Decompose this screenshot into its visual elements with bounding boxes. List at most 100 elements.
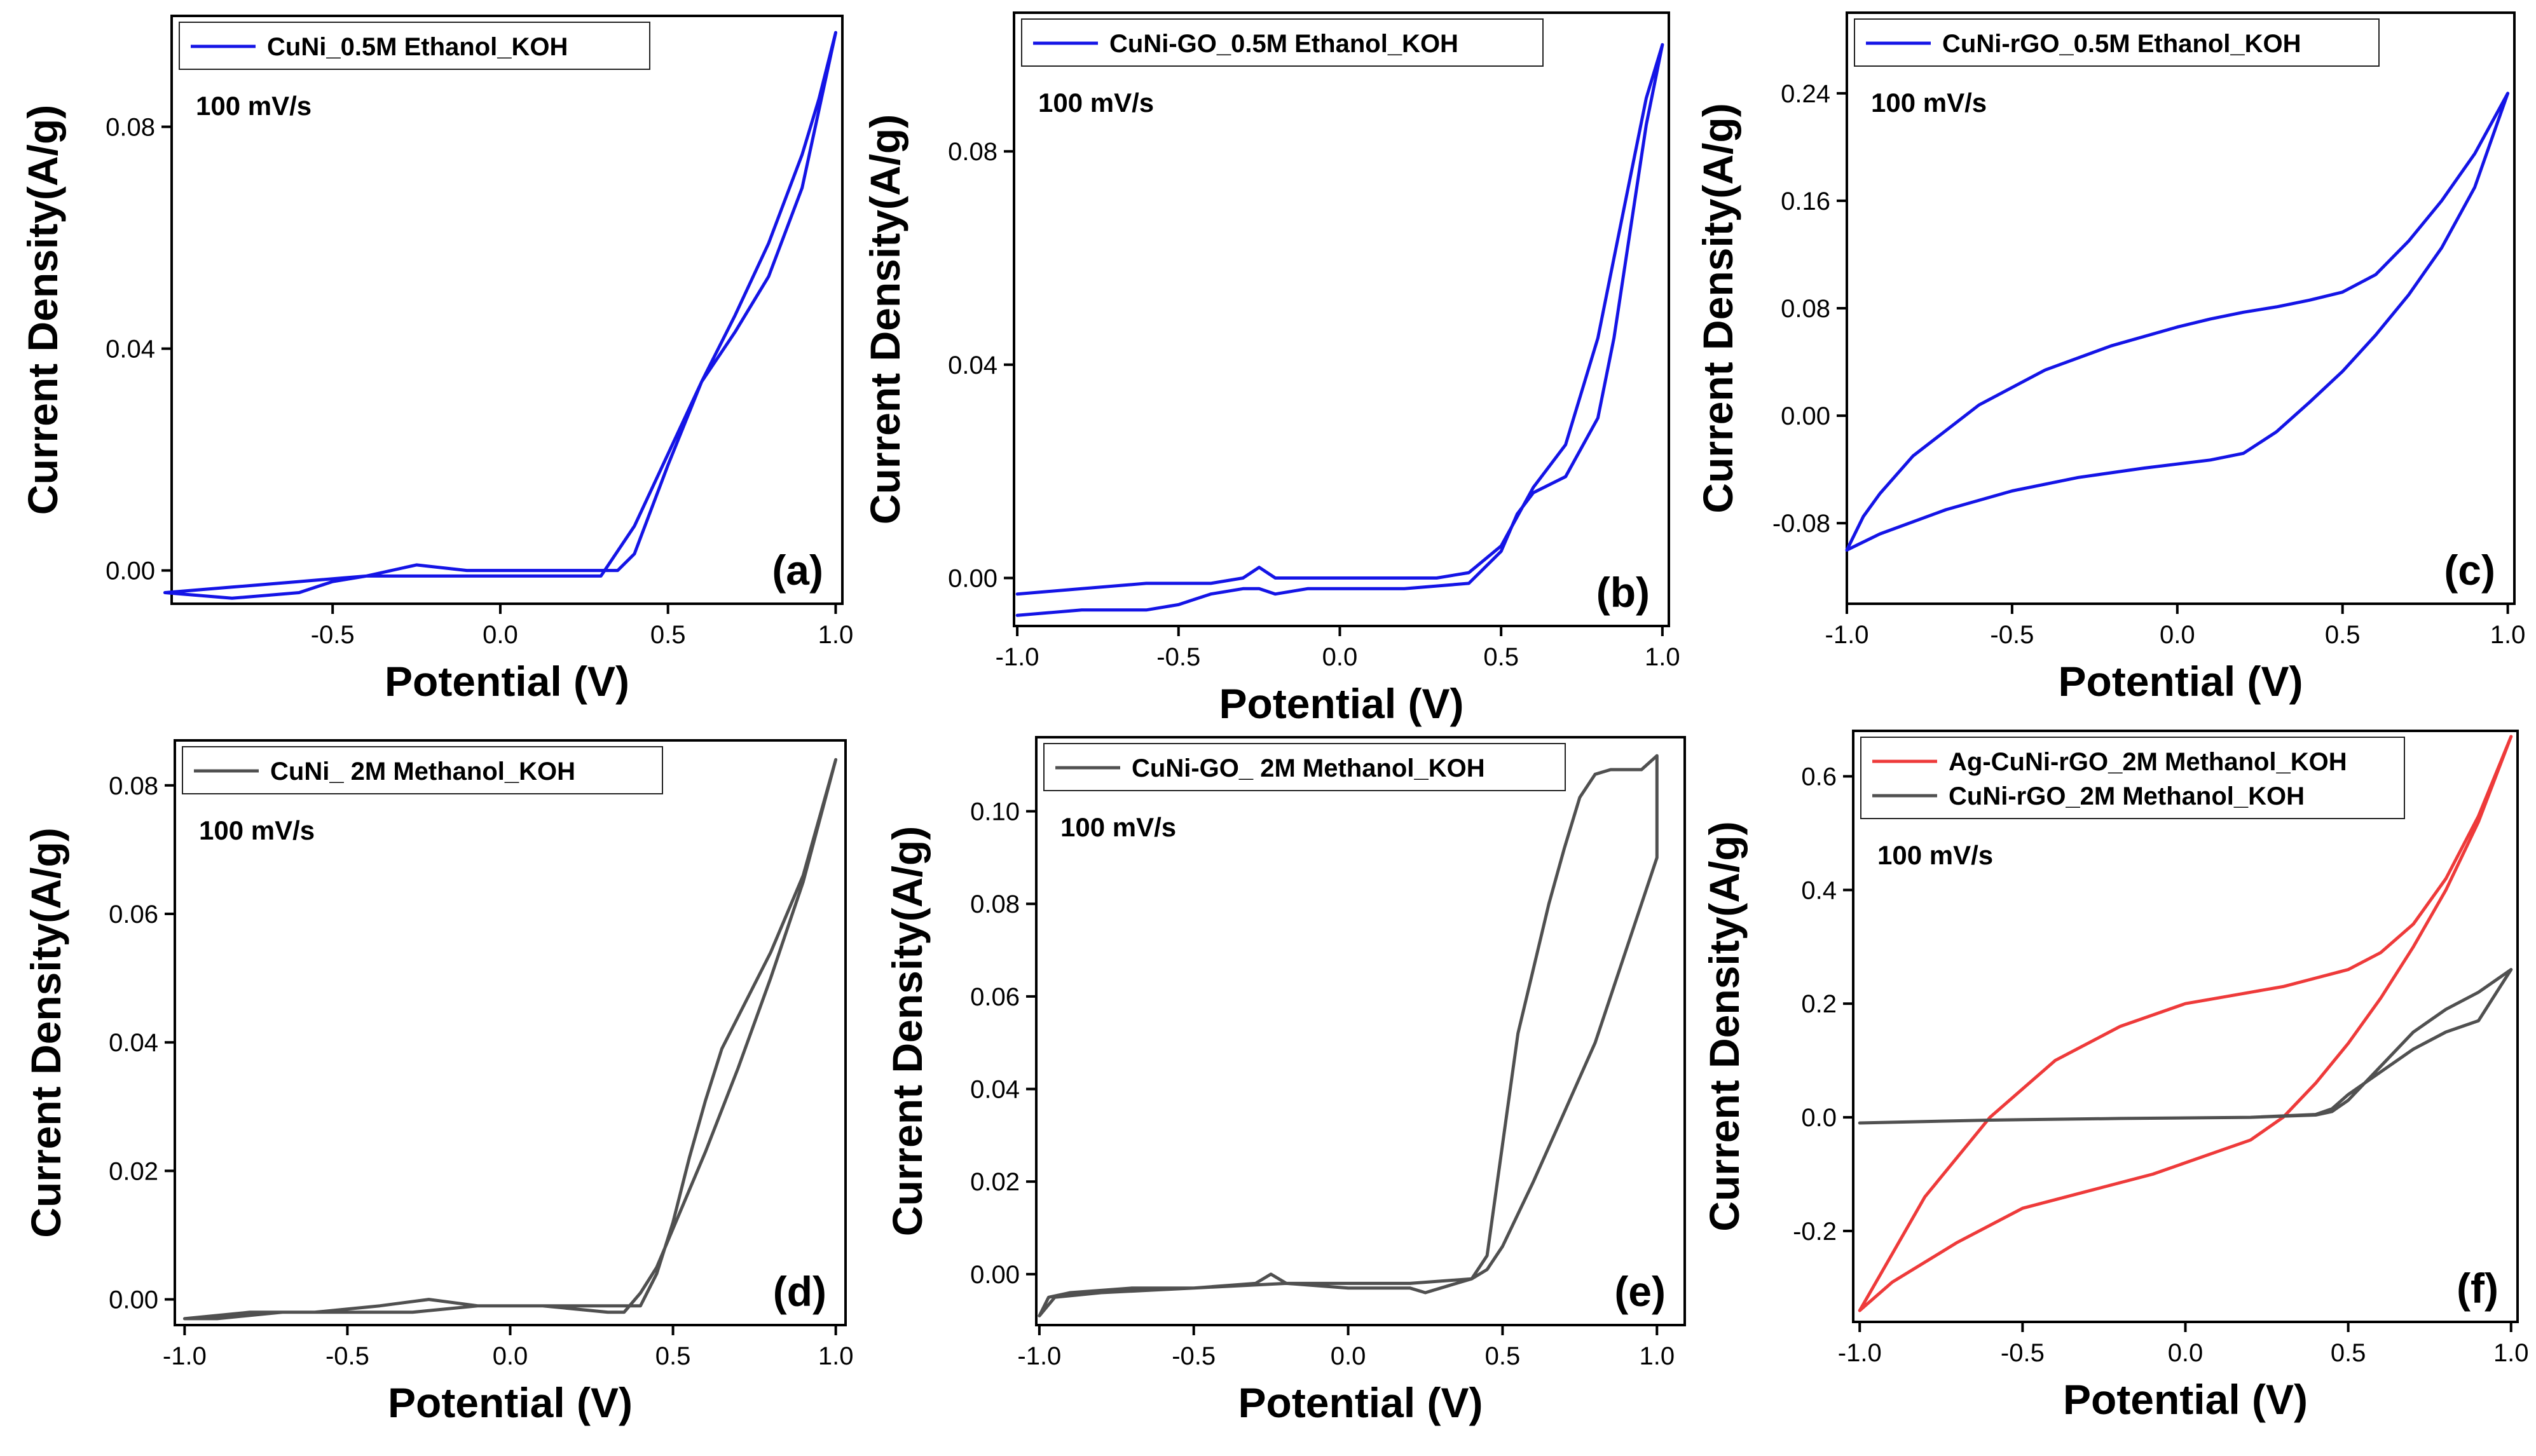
x-tick-label: -1.0 bbox=[1017, 1342, 1061, 1370]
scan-rate-annotation: 100 mV/s bbox=[1877, 840, 1993, 870]
x-tick-label: 1.0 bbox=[2490, 621, 2526, 649]
panel-b: -1.0 -0.5 0.0 0.5 1.0 0.00 0.04 0.08 Potential (… bbox=[861, 11, 1680, 727]
legend-box bbox=[1860, 737, 2405, 819]
y-tick-label: 0.6 bbox=[1801, 763, 1837, 791]
scan-rate-annotation: 100 mV/s bbox=[196, 91, 312, 121]
legend-entry: CuNi-GO_ 2M Methanol_KOH bbox=[1132, 754, 1485, 782]
x-tick-label: 0.5 bbox=[2325, 621, 2361, 649]
panel-a: -0.5 0.0 0.5 1.0 0.00 0.04 0.08 Potential (V) Cu… bbox=[19, 15, 854, 705]
x-tick-label: -1.0 bbox=[1825, 621, 1869, 649]
legend-entry: Ag-CuNi-rGO_2M Methanol_KOH bbox=[1949, 748, 2347, 776]
x-tick-label: 0.0 bbox=[2160, 621, 2195, 649]
panel-e: -1.0 -0.5 0.0 0.5 1.0 0.00 0.02 0.04 0.06 0.08 0.1… bbox=[884, 736, 1686, 1426]
panel-d: -1.0 -0.5 0.0 0.5 1.0 0.00 0.02 0.04 0.06 0.08 Pot… bbox=[22, 739, 854, 1426]
scan-rate-annotation: 100 mV/s bbox=[199, 815, 315, 845]
x-tick-label: 0.5 bbox=[1483, 643, 1519, 671]
x-tick-label: 0.0 bbox=[1331, 1342, 1366, 1370]
x-tick-label: -1.0 bbox=[1838, 1339, 1882, 1367]
x-tick-label: 0.5 bbox=[655, 1342, 691, 1370]
x-tick-label: 0.0 bbox=[1322, 643, 1358, 671]
legend-box bbox=[1021, 18, 1544, 67]
x-tick-label: -1.0 bbox=[163, 1342, 207, 1370]
scan-rate-annotation: 100 mV/s bbox=[1038, 88, 1154, 118]
x-axis-title: Potential (V) bbox=[1219, 680, 1463, 727]
legend-box bbox=[179, 22, 650, 70]
y-tick-label: 0.0 bbox=[1801, 1104, 1837, 1132]
legend-entry: CuNi_0.5M Ethanol_KOH bbox=[267, 33, 568, 61]
series-line bbox=[182, 758, 838, 1321]
panel-c: -1.0 -0.5 0.0 0.5 1.0 -0.08 0.00 0.08 0.16 0.24 Po… bbox=[1694, 11, 2526, 705]
y-tick-label: 0.08 bbox=[109, 772, 158, 800]
x-axis-title: Potential (V) bbox=[2058, 658, 2303, 705]
plot-frame bbox=[1852, 730, 2519, 1323]
y-axis-title: Current Density(A/g) bbox=[1701, 821, 1748, 1231]
y-tick-label: 0.00 bbox=[970, 1261, 1020, 1289]
legend-entry: CuNi-GO_0.5M Ethanol_KOH bbox=[1109, 30, 1458, 58]
y-tick-label: 0.00 bbox=[1781, 402, 1830, 430]
x-axis-title: Potential (V) bbox=[385, 658, 629, 705]
y-axis-title: Current Density(A/g) bbox=[861, 114, 908, 524]
y-tick-label: 0.02 bbox=[109, 1157, 158, 1185]
series-line bbox=[1038, 754, 1659, 1317]
y-axis-title: Current Density(A/g) bbox=[1694, 103, 1741, 513]
scan-rate-annotation: 100 mV/s bbox=[1871, 88, 1987, 118]
x-axis-title: Potential (V) bbox=[2063, 1376, 2308, 1423]
x-tick-label: -0.5 bbox=[2001, 1339, 2045, 1367]
x-tick-label: -0.5 bbox=[1172, 1342, 1216, 1370]
x-tick-label: 1.0 bbox=[1639, 1342, 1675, 1370]
y-tick-label: 0.00 bbox=[109, 1286, 158, 1314]
panel-label: (b) bbox=[1596, 569, 1650, 616]
scan-rate-annotation: 100 mV/s bbox=[1060, 812, 1176, 842]
series-line bbox=[163, 31, 837, 600]
legend-box bbox=[182, 746, 663, 794]
y-tick-label: 0.04 bbox=[948, 351, 997, 379]
plot-frame bbox=[170, 15, 844, 605]
legend-entry: CuNi-rGO_0.5M Ethanol_KOH bbox=[1942, 30, 2301, 58]
x-tick-label: 1.0 bbox=[2493, 1339, 2529, 1367]
legend-box bbox=[1854, 18, 2380, 67]
y-axis-title: Current Density(A/g) bbox=[19, 105, 66, 515]
x-tick-label: -0.5 bbox=[1990, 621, 2034, 649]
y-tick-label: 0.04 bbox=[970, 1076, 1020, 1104]
x-tick-label: 1.0 bbox=[818, 621, 854, 649]
y-tick-label: 0.06 bbox=[109, 901, 158, 929]
y-tick-label: 0.06 bbox=[970, 983, 1020, 1011]
y-tick-label: 0.08 bbox=[970, 890, 1020, 918]
panel-label: (f) bbox=[2457, 1265, 2498, 1312]
plot-frame bbox=[1035, 736, 1686, 1326]
y-tick-label: 0.04 bbox=[109, 1029, 158, 1057]
panel-label: (e) bbox=[1614, 1268, 1666, 1315]
y-tick-label: 0.00 bbox=[948, 564, 997, 592]
legend-entry: CuNi-rGO_2M Methanol_KOH bbox=[1949, 782, 2305, 810]
y-tick-label: 0.04 bbox=[106, 336, 155, 364]
legend-entry: CuNi_ 2M Methanol_KOH bbox=[270, 758, 575, 786]
y-axis-title: Current Density(A/g) bbox=[22, 827, 69, 1237]
plot-frame bbox=[1013, 11, 1670, 627]
x-tick-label: 0.0 bbox=[483, 621, 518, 649]
panel-f: -1.0 -0.5 0.0 0.5 1.0 -0.2 0.0 0.2 0.4 0.6 Potenti… bbox=[1701, 730, 2529, 1423]
panel-label: (c) bbox=[2444, 547, 2495, 594]
x-tick-label: 1.0 bbox=[1645, 643, 1680, 671]
x-tick-label: -0.5 bbox=[326, 1342, 369, 1370]
y-tick-label: 0.08 bbox=[948, 138, 997, 166]
y-tick-label: 0.16 bbox=[1781, 187, 1830, 215]
x-tick-label: 0.5 bbox=[1485, 1342, 1521, 1370]
y-tick-label: -0.08 bbox=[1772, 510, 1830, 538]
x-tick-label: 0.0 bbox=[2168, 1339, 2204, 1367]
panel-label: (d) bbox=[773, 1268, 826, 1315]
y-tick-label: 0.24 bbox=[1781, 80, 1830, 108]
x-tick-label: 0.5 bbox=[650, 621, 686, 649]
y-axis-title: Current Density(A/g) bbox=[884, 826, 931, 1236]
x-axis-title: Potential (V) bbox=[1238, 1379, 1483, 1426]
y-tick-label: 0.2 bbox=[1801, 990, 1837, 1018]
x-tick-label: 0.0 bbox=[493, 1342, 528, 1370]
x-tick-label: 1.0 bbox=[818, 1342, 854, 1370]
x-tick-label: 0.5 bbox=[2331, 1339, 2366, 1367]
series-line bbox=[1015, 43, 1664, 617]
y-tick-label: 0.08 bbox=[1781, 295, 1830, 323]
x-tick-label: -1.0 bbox=[996, 643, 1039, 671]
x-tick-label: -0.5 bbox=[311, 621, 355, 649]
y-tick-label: -0.2 bbox=[1793, 1218, 1837, 1246]
y-tick-label: 0.02 bbox=[970, 1168, 1020, 1196]
